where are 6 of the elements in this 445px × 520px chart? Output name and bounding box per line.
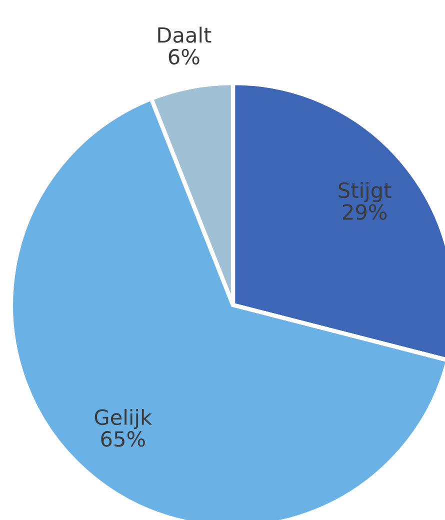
data-label: 29%	[342, 204, 387, 220]
data-label: 65%	[101, 431, 145, 447]
slice-label: Stijgt	[338, 182, 392, 202]
data-label: 6%	[168, 48, 200, 65]
slice-label: Gelijk	[94, 408, 152, 430]
slice-label: Daalt	[158, 26, 212, 43]
